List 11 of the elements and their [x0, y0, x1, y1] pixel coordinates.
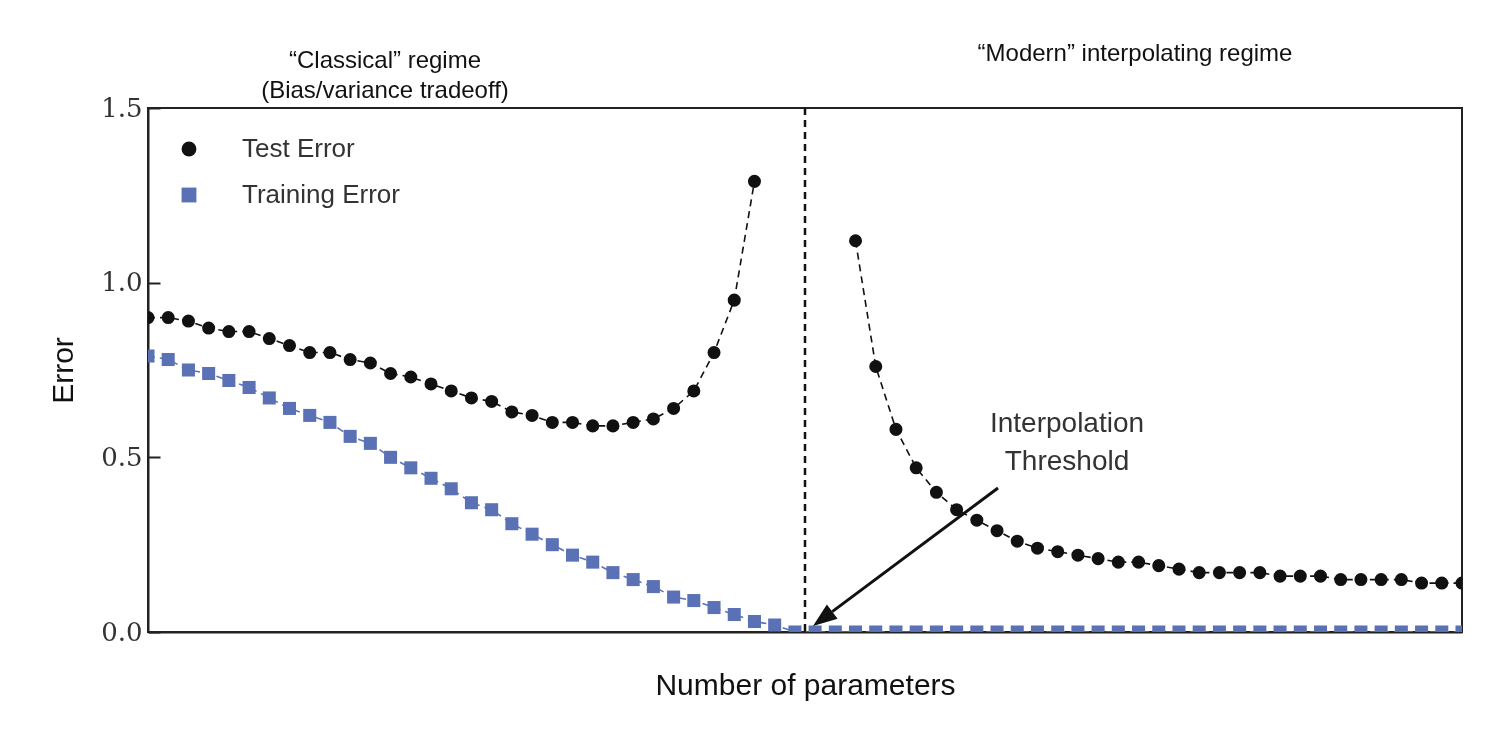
y-tick-label: 0.0: [101, 616, 143, 647]
y-tick-label: 1.0: [101, 267, 143, 298]
x-axis-title: Number of parameters: [655, 667, 956, 701]
legend-label: Training Error: [242, 179, 401, 209]
annotation: Interpolation Threshold: [989, 407, 1145, 476]
text: “Classical” regime (Bias/variance tradeoff): [261, 46, 509, 103]
y-axis-title: Error: [46, 337, 80, 404]
legend-label: Test Error: [242, 133, 356, 163]
y-tick-label: 0.5: [101, 441, 143, 472]
y-tick-label: 1.5: [101, 92, 143, 123]
text: “Modern” interpolating regime: [977, 39, 1293, 66]
